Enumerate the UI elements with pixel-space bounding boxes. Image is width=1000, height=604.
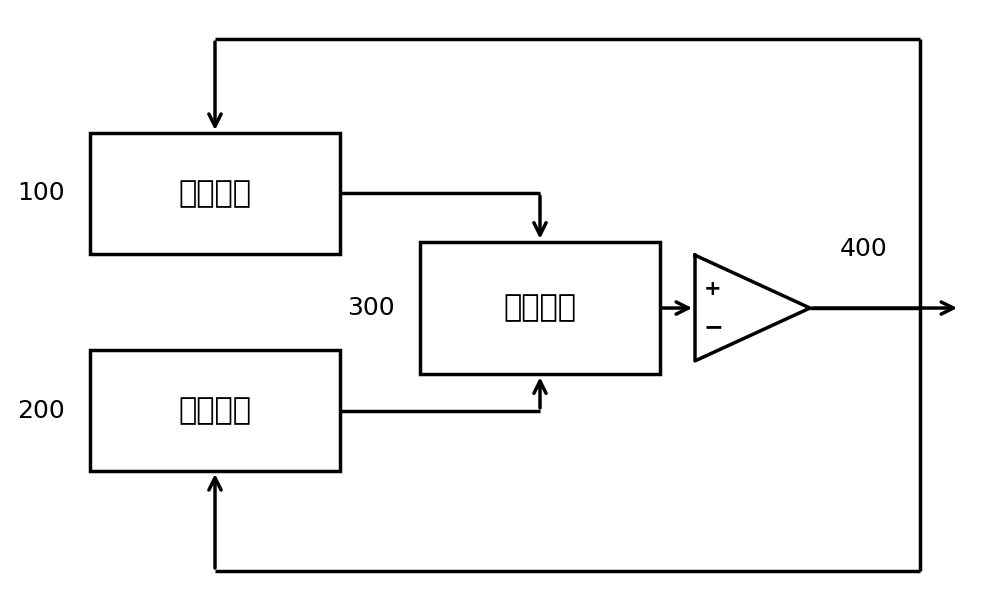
Text: 充电电路: 充电电路 [178,179,252,208]
Text: 300: 300 [347,296,395,320]
Text: 200: 200 [17,399,65,423]
Text: −: − [703,315,723,339]
Bar [420,242,660,374]
Text: 400: 400 [840,237,888,261]
Text: 放电电路: 放电电路 [178,396,252,425]
Bar [90,133,340,254]
Text: 100: 100 [17,181,65,205]
Bar [90,350,340,471]
Text: 充放电容: 充放电容 [504,294,576,323]
Text: +: + [704,278,722,299]
